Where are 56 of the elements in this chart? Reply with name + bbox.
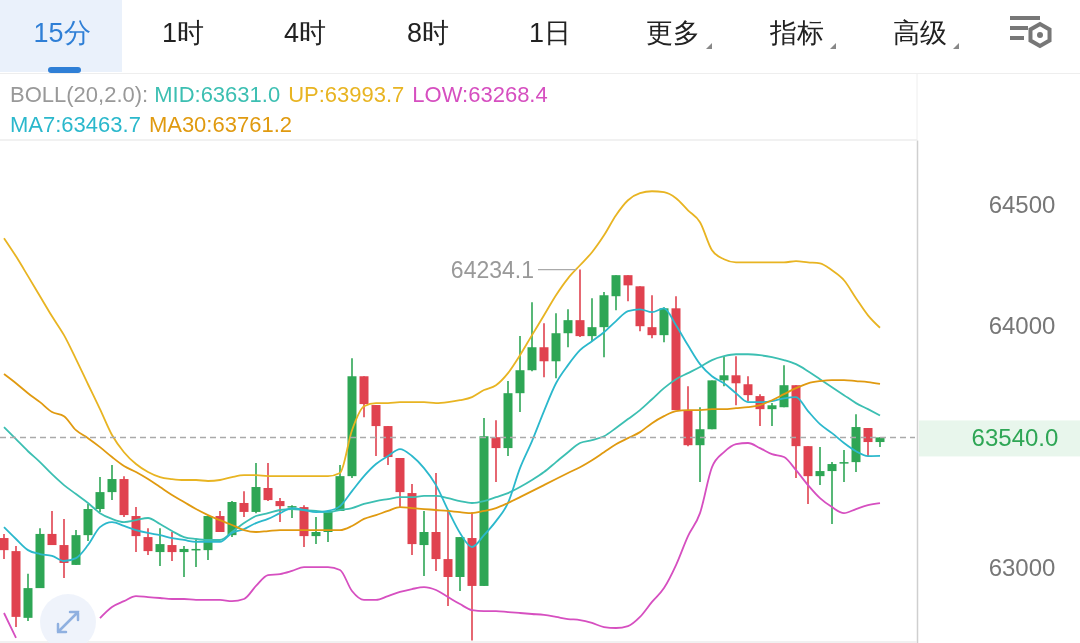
text: 高级 (893, 18, 947, 48)
candlestick (275, 497, 285, 523)
legend-title: BOLL(20,2.0): (10, 82, 149, 107)
line-series (3, 190, 881, 482)
candlestick (563, 308, 573, 349)
candlestick (239, 490, 249, 518)
candlestick (515, 335, 525, 413)
text: 15分 (33, 18, 91, 48)
candlestick (107, 464, 117, 501)
candlestick (491, 419, 501, 483)
text: UP:63993.7 (288, 82, 405, 107)
candlestick (623, 274, 633, 303)
text: 更多 (646, 18, 700, 48)
candlestick (263, 462, 273, 502)
candlestick (839, 449, 849, 483)
candlestick (0, 533, 9, 560)
text: MA30:63761.2 (148, 112, 292, 137)
text: 指标 (769, 18, 824, 48)
candlestick (311, 516, 321, 545)
text: 8时 (406, 18, 450, 48)
candlestick (527, 301, 537, 372)
candlestick (179, 545, 189, 578)
candlestick (611, 274, 621, 312)
annotation: 64234.1 (450, 256, 534, 283)
candlestick (743, 375, 753, 402)
candlestick (815, 446, 825, 486)
candlestick (767, 402, 777, 427)
candlestick (95, 476, 105, 513)
candlestick (731, 355, 741, 407)
candlestick (47, 510, 57, 546)
text: 4时 (283, 18, 327, 48)
candlestick (167, 531, 177, 562)
text: 1日 (528, 18, 572, 48)
text: MID:63631.0 (154, 82, 281, 107)
candlestick (443, 510, 453, 607)
candlestick (719, 355, 729, 387)
y-tick-label: 64500 (988, 191, 1056, 219)
candlestick (587, 297, 597, 342)
candlestick (827, 461, 837, 525)
candlestick (539, 322, 549, 379)
text: MA7:63463.7 (10, 112, 141, 137)
y-tick-label: 64000 (988, 312, 1056, 340)
candlestick (371, 404, 381, 457)
candlestick (59, 518, 69, 579)
candlestick (647, 294, 657, 340)
line-series (3, 307, 881, 562)
ref-line-label: 63540.0 (971, 424, 1059, 452)
y-tick-label: 63000 (988, 554, 1056, 582)
text: 1时 (161, 18, 205, 48)
candlestick (143, 527, 153, 556)
candlestick (419, 510, 429, 577)
text: LOW:63268.4 (412, 82, 548, 107)
candlestick (863, 427, 873, 457)
candlestick (575, 268, 585, 338)
candlestick (155, 527, 165, 567)
candlestick (695, 406, 705, 483)
